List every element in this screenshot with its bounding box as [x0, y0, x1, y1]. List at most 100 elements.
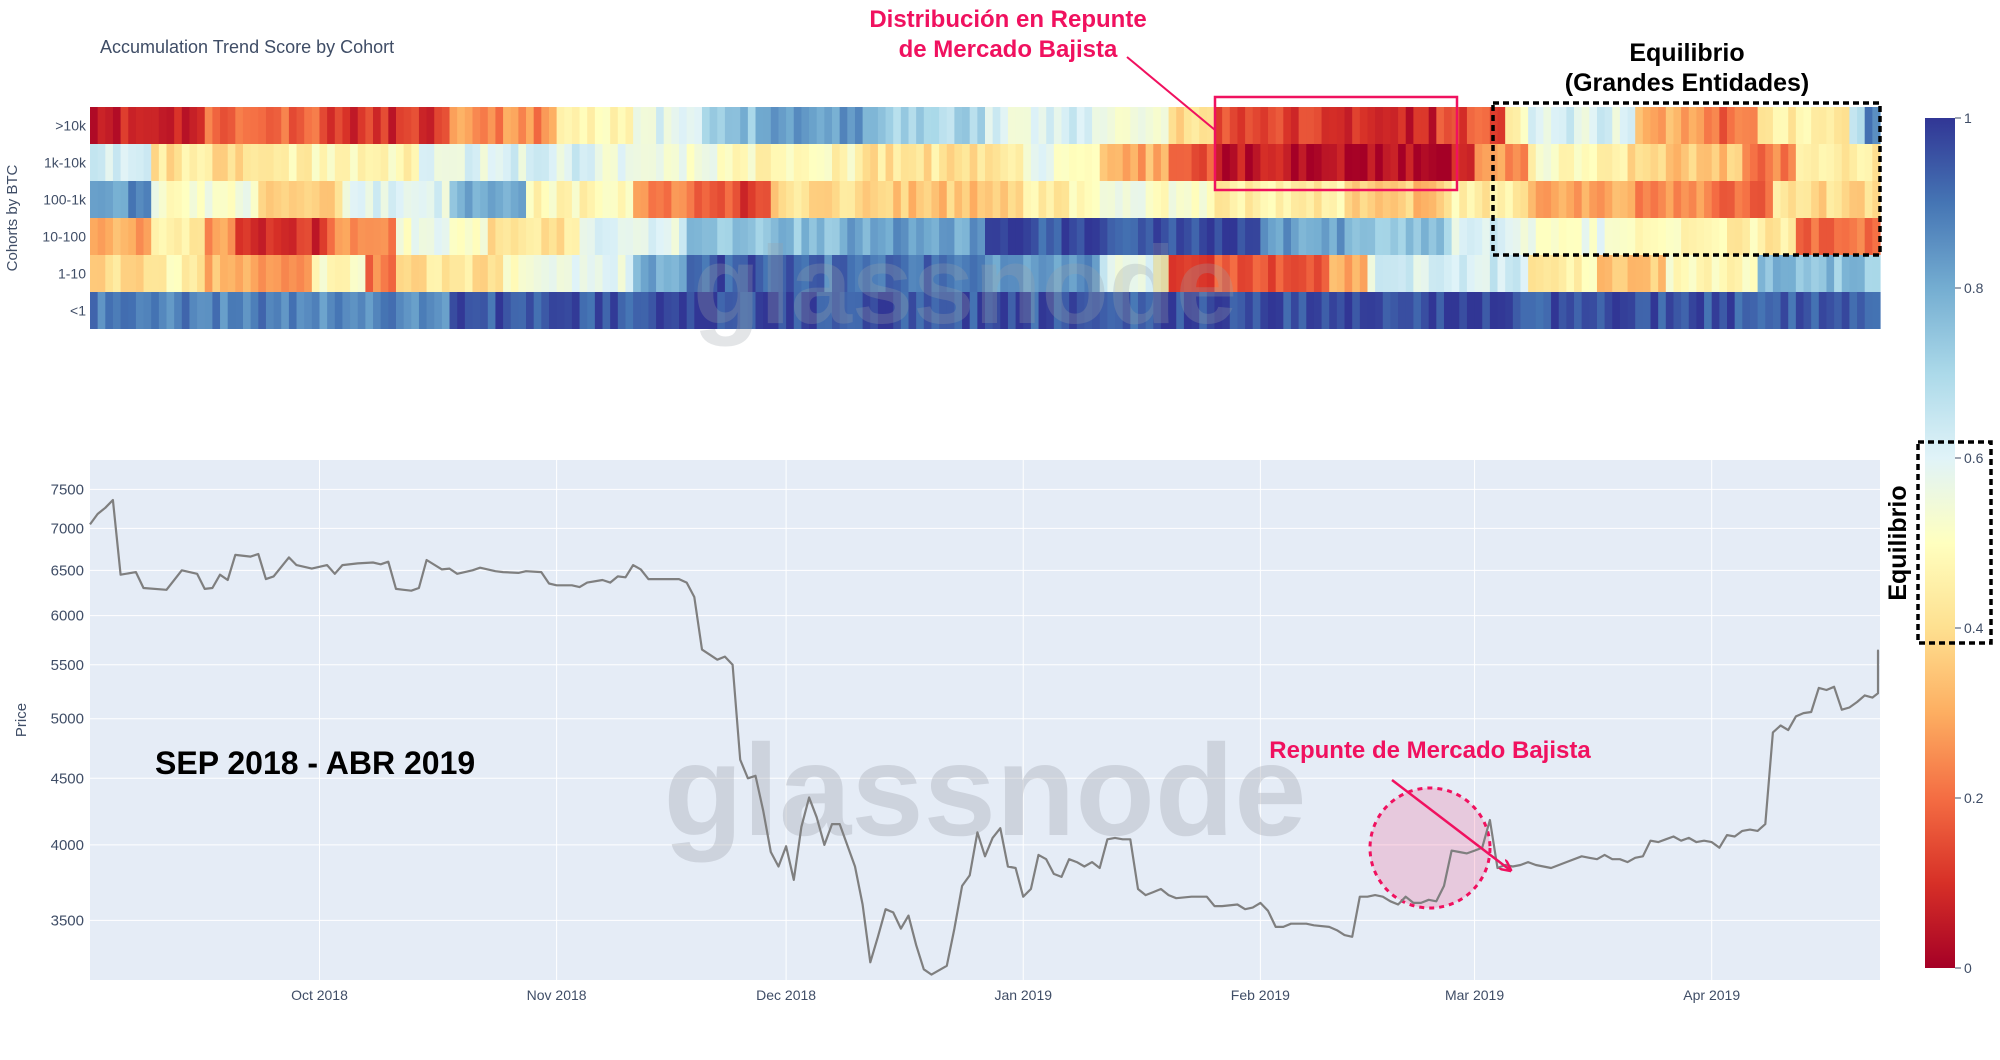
heatmap-cell: [533, 292, 542, 329]
heatmap-cell: [1635, 292, 1644, 329]
heatmap-cell: [464, 292, 474, 329]
heatmap-cell: [931, 144, 940, 181]
heatmap-cell: [480, 218, 489, 255]
heatmap-cell: [939, 181, 948, 218]
heatmap-cell: [426, 255, 435, 292]
heatmap-cell: [786, 181, 795, 218]
heatmap-cell: [900, 144, 910, 181]
heatmap-cell: [265, 144, 275, 181]
heatmap-cell: [1145, 292, 1154, 329]
heatmap-cell: [893, 218, 902, 255]
heatmap-cell: [916, 292, 925, 329]
heatmap-cell: [1596, 144, 1606, 181]
heatmap-cell: [112, 144, 122, 181]
heatmap-cell: [1313, 107, 1323, 144]
heatmap-cell: [1612, 144, 1621, 181]
heatmap-cell: [786, 255, 795, 292]
heatmap-cell: [1757, 107, 1766, 144]
heatmap-cell: [518, 218, 527, 255]
heatmap-cell: [1574, 292, 1583, 329]
heatmap-cell: [839, 181, 848, 218]
heatmap-cell: [197, 218, 206, 255]
heatmap-cell: [472, 107, 481, 144]
heatmap-cell: [1313, 181, 1323, 218]
heatmap-cell: [548, 292, 558, 329]
price-x-tick-label: Apr 2019: [1683, 987, 1740, 1003]
heatmap-cell: [1283, 181, 1292, 218]
heatmap-cell: [1734, 218, 1743, 255]
heatmap-cell: [1191, 292, 1200, 329]
heatmap-cell: [1857, 218, 1866, 255]
heatmap-cell: [625, 218, 634, 255]
heatmap-cell: [801, 292, 810, 329]
heatmap-cell: [526, 292, 535, 329]
heatmap-cell: [1627, 218, 1636, 255]
heatmap-cell: [1382, 292, 1392, 329]
heatmap-cell: [648, 218, 657, 255]
heatmap-cell: [931, 181, 940, 218]
heatmap-cell: [602, 292, 611, 329]
heatmap-cell: [128, 144, 137, 181]
heatmap-cell: [1826, 107, 1835, 144]
heatmap-cell: [1145, 144, 1154, 181]
heatmap-cell: [801, 181, 810, 218]
heatmap-cell: [464, 107, 474, 144]
heatmap-cell: [1543, 292, 1552, 329]
heatmap-cell: [992, 181, 1001, 218]
heatmap-cell: [457, 144, 466, 181]
heatmap-cell: [1229, 107, 1239, 144]
heatmap-cell: [135, 107, 145, 144]
heatmap-cell: [923, 218, 933, 255]
heatmap-cell: [373, 292, 382, 329]
heatmap-cell: [1252, 218, 1261, 255]
heatmap-cell: [1757, 181, 1766, 218]
heatmap-cell: [610, 181, 619, 218]
heatmap-cell: [1742, 181, 1751, 218]
heatmap-cell: [1436, 107, 1445, 144]
heatmap-cell: [1696, 107, 1705, 144]
price-y-tick-label: 6000: [51, 608, 84, 625]
heatmap-cell: [625, 255, 634, 292]
heatmap-cell: [1268, 218, 1277, 255]
heatmap-cell: [1206, 144, 1216, 181]
heatmap-cell: [1780, 255, 1789, 292]
heatmap-cell: [1474, 144, 1483, 181]
heatmap-cell: [1497, 144, 1506, 181]
heatmap-cell: [1115, 181, 1124, 218]
heatmap-cell: [832, 144, 841, 181]
heatmap-cell: [1214, 292, 1223, 329]
heatmap-cell: [411, 218, 420, 255]
heatmap-cell: [793, 181, 803, 218]
heatmap-cell: [1681, 181, 1690, 218]
heatmap-cell: [625, 144, 634, 181]
heatmap-cell: [510, 144, 519, 181]
heatmap-cell: [870, 292, 879, 329]
heatmap-cell: [1749, 218, 1759, 255]
heatmap-cell: [1627, 292, 1636, 329]
heatmap-cell: [1329, 218, 1338, 255]
heatmap-cell: [1803, 144, 1812, 181]
heatmap-cell: [1681, 144, 1690, 181]
heatmap-cell: [1222, 218, 1231, 255]
heatmap-cell: [1765, 292, 1774, 329]
heatmap-cell: [1520, 107, 1529, 144]
heatmap-cell: [564, 181, 573, 218]
price-x-tick-label: Jan 2019: [994, 987, 1052, 1003]
heatmap-cell: [357, 144, 366, 181]
heatmap-cell: [877, 144, 887, 181]
heatmap-cell: [220, 107, 229, 144]
heatmap-cell: [1505, 181, 1514, 218]
heatmap-cell: [1160, 218, 1170, 255]
heatmap-cell: [1665, 181, 1675, 218]
heatmap-cell: [1841, 255, 1850, 292]
heatmap-cell: [1543, 181, 1552, 218]
heatmap-cell: [1742, 292, 1751, 329]
heatmap-cell: [594, 292, 604, 329]
heatmap-cell: [847, 107, 856, 144]
heatmap-cell: [1704, 255, 1713, 292]
heatmap-cell: [1398, 292, 1407, 329]
heatmap-cell: [143, 218, 152, 255]
heatmap-cell: [1772, 107, 1782, 144]
heatmap-cell: [1811, 181, 1820, 218]
heatmap-cell: [1535, 181, 1545, 218]
